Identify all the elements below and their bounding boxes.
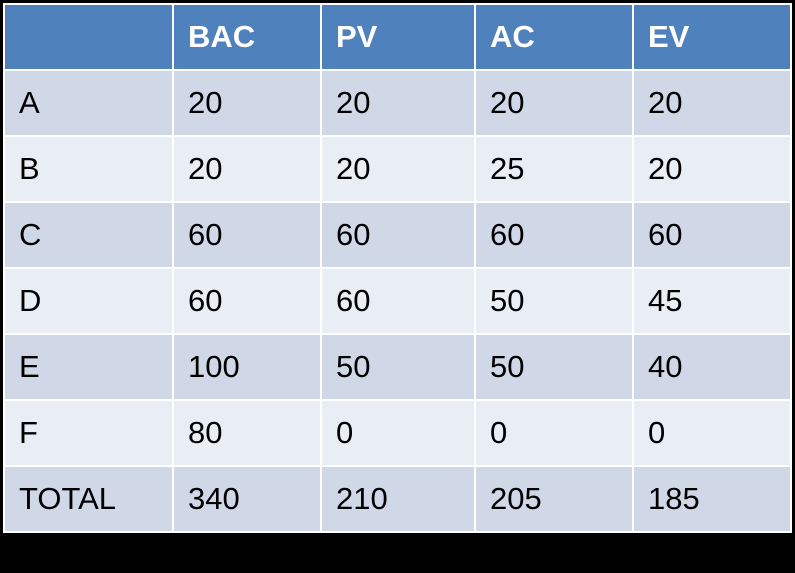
table-cell: 60	[172, 267, 322, 335]
data-table: BAC PV AC EV A 20 20 20 20 B 20 20 25 20 C 60 60 60 60 D 60…	[3, 3, 792, 533]
row-label: E	[3, 333, 174, 401]
table-cell: 340	[172, 465, 322, 533]
table-cell: 40	[632, 333, 792, 401]
header-row: BAC PV AC EV	[3, 3, 792, 71]
row-label: D	[3, 267, 174, 335]
table-cell: 50	[474, 333, 634, 401]
table-cell: 60	[632, 201, 792, 269]
table-cell: 80	[172, 399, 322, 467]
table-cell: 100	[172, 333, 322, 401]
table-cell: 0	[320, 399, 476, 467]
row-label: TOTAL	[3, 465, 174, 533]
table-cell: 20	[474, 69, 634, 137]
table-cell: 45	[632, 267, 792, 335]
table-cell: 20	[632, 69, 792, 137]
header-cell: PV	[320, 3, 476, 71]
table-row: F 80 0 0 0	[3, 399, 792, 467]
table-cell: 50	[320, 333, 476, 401]
table-cell: 0	[632, 399, 792, 467]
row-label: B	[3, 135, 174, 203]
table-cell: 185	[632, 465, 792, 533]
header-cell: BAC	[172, 3, 322, 71]
table-cell: 20	[172, 69, 322, 137]
table-row: TOTAL 340 210 205 185	[3, 465, 792, 533]
table-cell: 20	[632, 135, 792, 203]
table-cell: 60	[320, 267, 476, 335]
header-cell: AC	[474, 3, 634, 71]
table-cell: 50	[474, 267, 634, 335]
table-cell: 60	[474, 201, 634, 269]
table-row: B 20 20 25 20	[3, 135, 792, 203]
table-row: E 100 50 50 40	[3, 333, 792, 401]
table-cell: 20	[320, 135, 476, 203]
table-cell: 60	[320, 201, 476, 269]
header-cell: EV	[632, 3, 792, 71]
row-label: A	[3, 69, 174, 137]
table-row: A 20 20 20 20	[3, 69, 792, 137]
corner-cell	[3, 3, 174, 71]
table-cell: 60	[172, 201, 322, 269]
row-label: F	[3, 399, 174, 467]
table-cell: 25	[474, 135, 634, 203]
table-row: C 60 60 60 60	[3, 201, 792, 269]
row-label: C	[3, 201, 174, 269]
table-cell: 210	[320, 465, 476, 533]
table-cell: 20	[320, 69, 476, 137]
table-cell: 20	[172, 135, 322, 203]
table-cell: 0	[474, 399, 634, 467]
table-cell: 205	[474, 465, 634, 533]
table-row: D 60 60 50 45	[3, 267, 792, 335]
